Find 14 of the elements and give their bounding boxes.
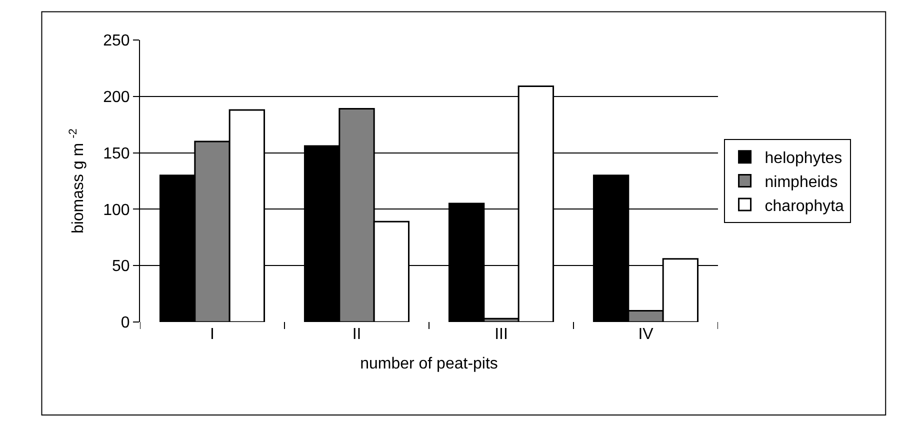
y-tick-label: 250 — [103, 32, 130, 50]
x-tick-label: III — [494, 326, 508, 343]
x-tick-label: I — [210, 326, 214, 343]
legend-label: nimpheids — [764, 174, 838, 191]
legend-label: helophytes — [764, 150, 842, 168]
y-tick-label: 100 — [103, 202, 130, 219]
y-tick-label: 150 — [103, 145, 130, 162]
x-tick-label: IV — [638, 326, 654, 343]
y-tick-label: 50 — [112, 258, 130, 276]
x-tick-label: II — [352, 326, 362, 343]
y-tick-label: 200 — [103, 89, 130, 106]
y-tick-label: 0 — [120, 314, 130, 332]
legend-label: charophyta — [764, 198, 844, 215]
x-axis-title: number of peat-pits — [360, 356, 498, 373]
